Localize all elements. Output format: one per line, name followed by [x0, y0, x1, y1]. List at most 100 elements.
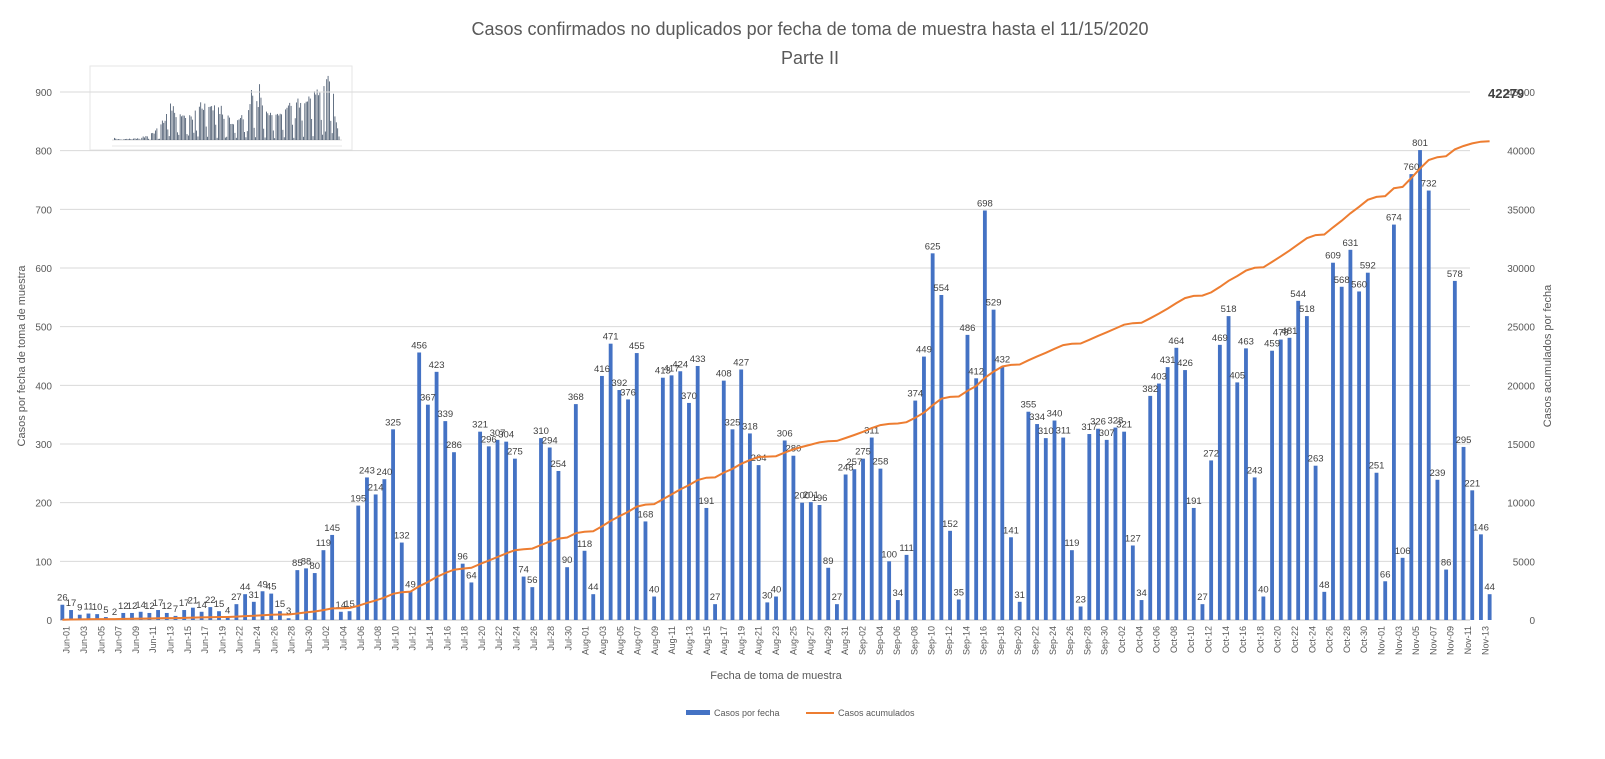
bar-value-label: 368 [568, 392, 584, 403]
bar-value-label: 306 [777, 428, 793, 439]
thumbnail-bar [280, 114, 281, 140]
thumbnail-bar [161, 124, 162, 140]
thumbnail-bar [326, 79, 327, 140]
x-tick-label: Aug-19 [736, 626, 746, 655]
thumbnail-bar [339, 136, 340, 140]
bar-value-label: 370 [681, 391, 697, 402]
thumbnail-bar [177, 132, 178, 140]
thumbnail-bar [288, 106, 289, 140]
thumbnail-bar [252, 96, 253, 140]
right-tick-label: 35000 [1507, 205, 1535, 216]
thumbnail-bar [222, 115, 223, 140]
bar-value-label: 463 [1238, 336, 1254, 347]
bar [313, 573, 317, 620]
bar [974, 378, 978, 620]
thumbnail-bar [291, 106, 292, 140]
bar [461, 564, 465, 620]
bar [1218, 345, 1222, 620]
bar [252, 602, 256, 620]
bar [939, 295, 943, 620]
bar-value-label: 152 [942, 519, 958, 530]
thumbnail-bar [146, 136, 147, 140]
bar [496, 440, 500, 620]
x-tick-label: Sep-18 [996, 626, 1006, 655]
x-tick-label: Nov-11 [1463, 626, 1473, 654]
bar [1488, 594, 1492, 620]
thumbnail-bar [233, 124, 234, 140]
thumbnail-bar [240, 118, 241, 140]
bar-value-label: 272 [1203, 448, 1219, 459]
thumbnail-bar [167, 129, 168, 140]
x-tick-label: Jul-28 [546, 626, 556, 651]
bar [1253, 477, 1257, 620]
thumbnail-bar [132, 139, 133, 140]
bar [1401, 558, 1405, 620]
chart-title: Casos confirmados no duplicados por fech… [471, 19, 1148, 39]
x-tick-label: Jun-30 [304, 626, 314, 654]
bar [931, 253, 935, 620]
x-tick-label: Nov-03 [1394, 626, 1404, 655]
bar [557, 471, 561, 620]
x-tick-label: Jul-06 [356, 626, 366, 651]
bar-value-label: 355 [1020, 400, 1036, 411]
bar-value-label: 367 [420, 393, 436, 404]
bar [1227, 316, 1231, 620]
thumbnail-bar [225, 138, 226, 140]
thumbnail-bar [230, 124, 231, 140]
gridlines [60, 92, 1470, 620]
right-tick-label: 30000 [1507, 264, 1535, 275]
bar [678, 371, 682, 620]
bar-value-label: 449 [916, 345, 932, 356]
legend-label-line: Casos acumulados [838, 708, 915, 718]
bar [626, 399, 630, 620]
thumbnail-bar [263, 129, 264, 140]
bar [1009, 537, 1013, 620]
x-tick-label: Jul-24 [512, 626, 522, 651]
bar-value-label: 31 [1014, 590, 1025, 601]
bar [1418, 150, 1422, 620]
right-tick-label: 10000 [1507, 499, 1535, 510]
bar-value-label: 243 [1247, 465, 1263, 476]
right-tick-label: 40000 [1507, 147, 1535, 158]
chart-subtitle: Parte II [781, 48, 839, 68]
x-tick-label: Sep-08 [909, 626, 919, 655]
bar-value-label: 518 [1221, 304, 1237, 315]
x-tick-label: Jul-22 [494, 626, 504, 651]
bar [1140, 600, 1144, 620]
thumbnail-bar [172, 111, 173, 140]
thumbnail-bar [293, 138, 294, 140]
bar [896, 600, 900, 620]
bar [765, 602, 769, 620]
bar [469, 582, 473, 620]
bar [739, 369, 743, 620]
thumbnail-bar [317, 90, 318, 140]
bar-value-label: 48 [1319, 580, 1330, 591]
bar-value-label: 80 [309, 561, 320, 572]
bar-value-label: 86 [1441, 558, 1452, 569]
thumbnail-bar [250, 104, 251, 140]
bar-value-label: 27 [832, 592, 843, 603]
bar [617, 390, 621, 620]
x-tick-label: Jun-17 [200, 626, 210, 654]
thumbnail-bar [136, 139, 137, 140]
bar-value-label: 15 [275, 599, 286, 610]
bar-value-label: 625 [925, 241, 941, 252]
bar-value-label: 698 [977, 199, 993, 210]
thumbnail-bar [299, 108, 300, 140]
bar [60, 605, 64, 620]
bar-value-label: 89 [823, 556, 834, 567]
bar [1288, 338, 1292, 620]
x-axis-label: Fecha de toma de muestra [710, 670, 842, 682]
thumbnail-bar [314, 91, 315, 140]
thumbnail-bar [224, 119, 225, 140]
thumbnail-bar [169, 136, 170, 140]
bar-value-label: 196 [812, 493, 828, 504]
x-tick-label: Sep-02 [858, 626, 868, 655]
bar-value-label: 318 [742, 421, 758, 432]
x-tick-label: Jul-10 [390, 626, 400, 651]
bar [1436, 480, 1440, 620]
bar [1470, 490, 1474, 620]
bar-value-label: 3 [286, 606, 291, 617]
x-tick-label: Oct-20 [1273, 626, 1283, 653]
